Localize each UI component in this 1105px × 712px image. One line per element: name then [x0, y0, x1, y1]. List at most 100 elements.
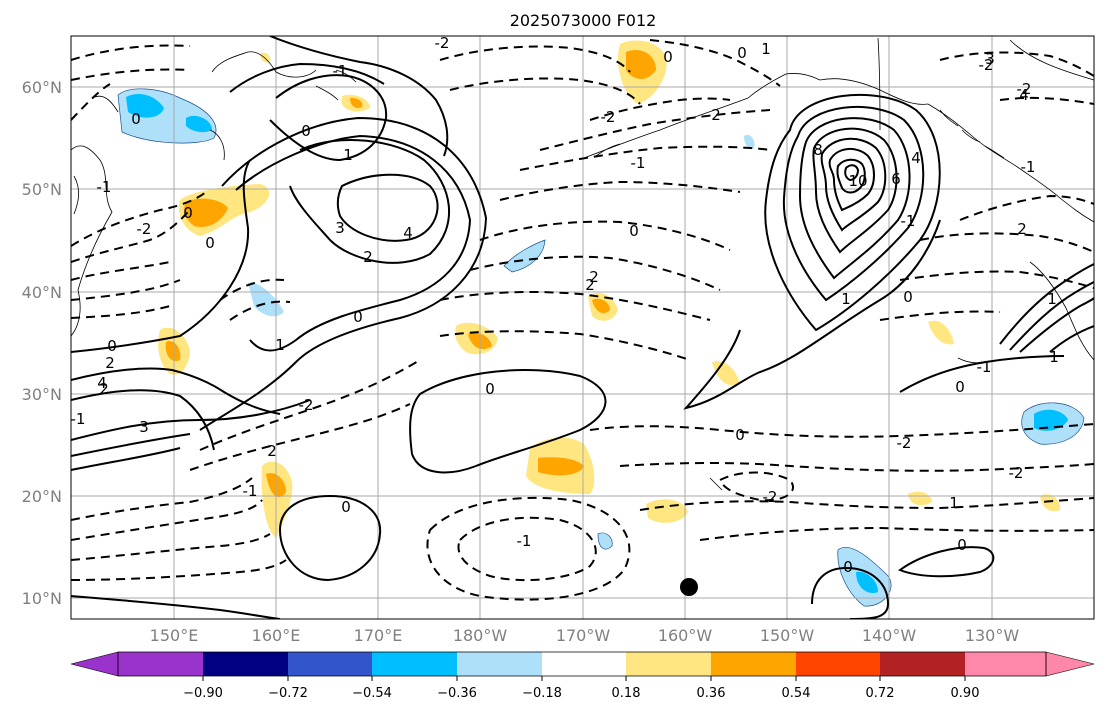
colorbar-segment [288, 652, 373, 676]
lon-label: 170°E [354, 626, 403, 645]
contour-label: 0 [629, 222, 639, 240]
contour-label: -1 [243, 482, 258, 500]
contour-label: 0 [301, 122, 311, 140]
contour-label: -1 [631, 154, 646, 172]
contour-label: -1 [517, 532, 532, 550]
station-dot [680, 578, 698, 596]
contour-label: -2 [763, 488, 778, 506]
contour-label: 0 [107, 337, 117, 355]
lat-label: 50°N [22, 180, 62, 199]
colorbar-segment [457, 652, 542, 676]
contour-label: 0 [955, 378, 965, 396]
contour-label: 1 [949, 494, 959, 512]
lon-label: 180°W [453, 626, 508, 645]
coastlines [71, 37, 1094, 491]
contour-label: -1 [97, 178, 112, 196]
contour-label: -2 [299, 396, 314, 414]
colorbar-tick-label: −0.36 [437, 686, 477, 701]
lat-label: 20°N [22, 487, 62, 506]
colorbar-tick-label: 0.54 [782, 686, 811, 701]
contour-label: -2 [1009, 464, 1024, 482]
contour-label: 0 [663, 48, 673, 66]
longitude-labels: 150°E 160°E 170°E 180°W 170°W 160°W 150°… [150, 626, 1020, 645]
contour-label: 1 [841, 290, 851, 308]
gridlines [71, 36, 1094, 619]
contour-label: 2 [105, 354, 115, 372]
lon-label: 160°W [658, 626, 713, 645]
colorbar-tick-label: −0.72 [268, 686, 308, 701]
colorbar-segment [880, 652, 965, 676]
lon-label: 150°E [150, 626, 199, 645]
contour-label: 0 [843, 558, 853, 576]
contour-label: 2 [589, 268, 599, 286]
colorbar-segment [711, 652, 796, 676]
contour-label: 0 [341, 498, 351, 516]
colorbar-tick-label: 0.72 [866, 686, 895, 701]
contour-label: 0 [131, 110, 141, 128]
contour-label: -2 [1017, 80, 1032, 98]
contour-lines-dashed [71, 39, 1094, 601]
contour-label: -1 [71, 410, 86, 428]
colorbar-tick-label: 0.36 [697, 686, 726, 701]
lat-label: 60°N [22, 78, 62, 97]
contour-label: 0 [737, 44, 747, 62]
colorbar-segment [203, 652, 288, 676]
colorbar-tick-label: −0.18 [522, 686, 562, 701]
contour-label: 0 [903, 288, 913, 306]
contour-label: 0 [205, 234, 215, 252]
contour-label: 0 [735, 426, 745, 444]
contour-label: 8 [813, 141, 823, 159]
contour-label: 3 [985, 50, 995, 68]
contour-label: 1 [343, 146, 353, 164]
colorbar: −0.90 −0.72 −0.54 −0.36 −0.18 0.18 0.36 … [70, 651, 1095, 701]
colorbar-extend-max [1045, 651, 1095, 677]
lon-label: 150°W [760, 626, 815, 645]
contour-label: 2 [1017, 220, 1027, 238]
colorbar-extend-min [70, 651, 119, 677]
contour-label: 2 [267, 442, 277, 460]
lon-label: 140°W [862, 626, 917, 645]
contour-label: -2 [137, 220, 152, 238]
contour-label: -1 [1021, 158, 1036, 176]
contour-label: 10 [848, 172, 867, 190]
colorbar-tick-label: 0.90 [951, 686, 980, 701]
contour-label: 4 [403, 224, 413, 242]
colorbar-segment [796, 652, 881, 676]
contour-label: 3 [335, 219, 345, 237]
colorbar-tick-label: −0.54 [352, 686, 392, 701]
contour-label: -2 [601, 108, 616, 126]
contour-label: 0 [353, 308, 363, 326]
colorbar-segment [965, 652, 1046, 676]
lon-label: 170°W [556, 626, 611, 645]
contour-label: 4 [97, 374, 107, 392]
contour-label: -1 [977, 358, 992, 376]
contour-label: 0 [485, 380, 495, 398]
lat-label: 10°N [22, 589, 62, 608]
colorbar-segment [542, 652, 627, 676]
colorbar-tick-label: −0.90 [183, 686, 223, 701]
map-frame [70, 35, 1095, 620]
contour-label: 4 [1019, 86, 1029, 104]
contour-label: 6 [891, 170, 901, 188]
colorbar-tick-label: 0.18 [612, 686, 641, 701]
contour-label: 0 [957, 536, 967, 554]
contour-label: -2 [897, 434, 912, 452]
contour-label: 2 [363, 248, 373, 266]
contour-label: 2 [99, 380, 109, 398]
contour-label: 2 [585, 276, 595, 294]
contour-label: 1 [275, 336, 285, 354]
lon-label: 160°E [252, 626, 301, 645]
colorbar-segment [372, 652, 457, 676]
contour-label: 3 [139, 418, 149, 436]
lon-label: 130°W [965, 626, 1020, 645]
contour-label: -2 [435, 34, 450, 52]
contour-label: -1 [333, 62, 348, 80]
contour-label: 4 [911, 149, 921, 167]
colorbar-segment [626, 652, 711, 676]
contour-label: 0 [183, 204, 193, 222]
contour-label-layer: 0 1 2 -1 -2 0 3 4 2 0 0 -2 2 -1 3 4 0 -2… [71, 34, 1059, 576]
lat-label: 30°N [22, 385, 62, 404]
latitude-labels: 60°N 50°N 40°N 30°N 20°N 10°N [22, 78, 62, 608]
map-panel [70, 35, 1095, 620]
lat-label: 40°N [22, 283, 62, 302]
